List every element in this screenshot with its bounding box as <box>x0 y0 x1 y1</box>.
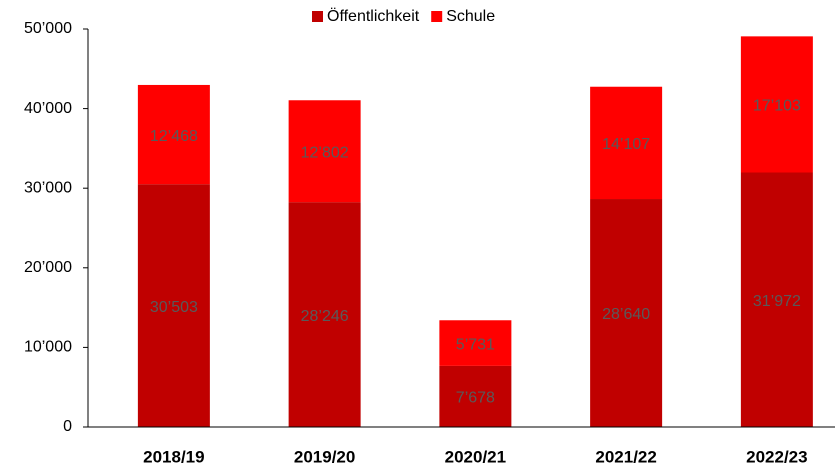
bar-segment <box>439 365 512 427</box>
x-tick-label: 2021/22 <box>595 447 656 466</box>
bar-segment <box>740 36 813 173</box>
bar-segment <box>740 172 813 427</box>
value-label: 28’640 <box>602 306 650 323</box>
y-tick-label: 20’000 <box>24 259 72 276</box>
value-label: 12’468 <box>150 128 198 145</box>
y-tick-label: 30’000 <box>24 179 72 196</box>
value-label: 12’802 <box>301 144 349 161</box>
bar-segment <box>288 202 361 427</box>
value-label: 28’246 <box>301 308 349 325</box>
y-tick-label: 10’000 <box>24 339 72 356</box>
bar-segment <box>590 86 663 200</box>
value-label: 7’678 <box>456 390 495 407</box>
value-label: 17’103 <box>753 98 801 115</box>
x-tick-label: 2020/21 <box>445 447 506 466</box>
legend-label: Schule <box>446 8 495 25</box>
value-label: 31’972 <box>753 293 801 310</box>
bar-segment <box>590 199 663 427</box>
bar-segment <box>439 320 512 366</box>
bar-segment <box>288 100 361 203</box>
value-label: 5’731 <box>456 336 495 353</box>
bar-segment <box>137 84 210 185</box>
x-tick-label: 2019/20 <box>294 447 355 466</box>
y-tick-label: 0 <box>63 418 72 435</box>
y-tick-label: 50’000 <box>24 20 72 37</box>
legend-label: Öffentlichkeit <box>327 7 420 25</box>
bar-segment <box>137 184 210 427</box>
y-tick-label: 40’000 <box>24 100 72 117</box>
x-tick-label: 2018/19 <box>143 447 204 466</box>
legend-swatch <box>431 11 443 22</box>
value-label: 30’503 <box>150 299 198 316</box>
value-label: 14’107 <box>602 136 650 153</box>
legend-swatch <box>312 11 323 22</box>
x-tick-label: 2022/23 <box>746 447 807 466</box>
